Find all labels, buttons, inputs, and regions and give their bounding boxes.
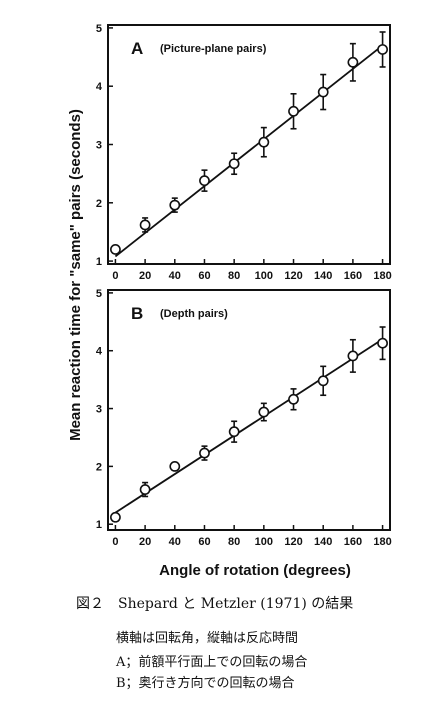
y-tick-label: 5 [96,288,102,300]
panel-letter: B [131,304,143,323]
data-point [377,337,388,349]
plot-frame [107,289,391,531]
data-point [288,393,299,405]
x-tick-label: 0 [112,536,118,548]
y-axis-title: Mean reaction time for "same" pairs (sec… [67,109,84,441]
data-point [317,375,329,387]
y-tick-label: 5 [96,23,102,35]
data-point [228,426,240,438]
data-point [169,199,181,211]
x-tick-label: 100 [255,270,273,282]
data-point [139,484,151,495]
x-tick-label: 80 [228,536,240,548]
data-point [110,244,121,255]
data-point [347,350,359,362]
data-point [317,86,329,98]
data-point [228,158,240,170]
data-point [347,56,359,68]
panel-b: 0 20 40 60 80 100 120 140 160 180 1 2 3 4 5 B (Depth pai… [96,288,392,548]
y-tick-label: 1 [96,519,102,531]
x-tick-label: 180 [373,536,391,548]
x-tick-label: 120 [284,536,302,548]
data-point [288,105,299,117]
y-tick-label: 4 [96,81,103,93]
caption-line-1: 横軸は回転角，縦軸は反応時間 [116,631,299,646]
data-point [110,511,121,523]
x-tick-label: 160 [344,270,362,282]
fit-line [114,44,384,258]
x-axis-title: Angle of rotation (degrees) [159,562,351,579]
x-tick-label: 20 [139,536,151,548]
x-tick-label: 100 [255,536,273,548]
panel-letter: A [131,39,143,58]
y-tick-label: 1 [96,256,102,268]
fit-line [114,338,384,514]
caption-line-3: B；奥行き方向での回転の場合 [116,676,295,691]
data-point [169,460,181,472]
panel-title: (Picture-plane pairs) [160,43,267,55]
y-tick-label: 2 [96,461,102,473]
data-point [139,219,151,231]
x-tick-label: 140 [314,270,332,282]
panel-title: (Depth pairs) [160,308,228,320]
x-tick-label: 40 [169,536,181,548]
x-tick-label: 160 [344,536,362,548]
figure-caption: 図２ Shepard と Metzler (1971) の結果 [76,596,354,612]
data-point [258,406,270,418]
y-tick-label: 4 [96,346,103,358]
x-tick-label: 140 [314,536,332,548]
data-point [199,175,210,187]
x-tick-label: 60 [198,536,210,548]
y-tick-label: 3 [96,140,102,152]
data-point [377,44,388,55]
data-point [258,136,270,148]
y-tick-label: 3 [96,404,102,416]
panel-a: 0 20 40 60 80 100 120 140 160 180 1 2 3 4 5 A (Picture-p… [96,23,392,282]
x-tick-label: 180 [373,270,391,282]
x-tick-label: 60 [198,270,210,282]
x-tick-label: 20 [139,270,151,282]
x-tick-label: 80 [228,270,240,282]
x-tick-label: 0 [112,270,118,282]
x-tick-label: 120 [284,270,302,282]
y-tick-label: 2 [96,198,102,210]
x-tick-label: 40 [169,270,181,282]
data-point [199,447,210,459]
caption-line-2: A；前額平行面上での回転の場合 [116,655,308,670]
